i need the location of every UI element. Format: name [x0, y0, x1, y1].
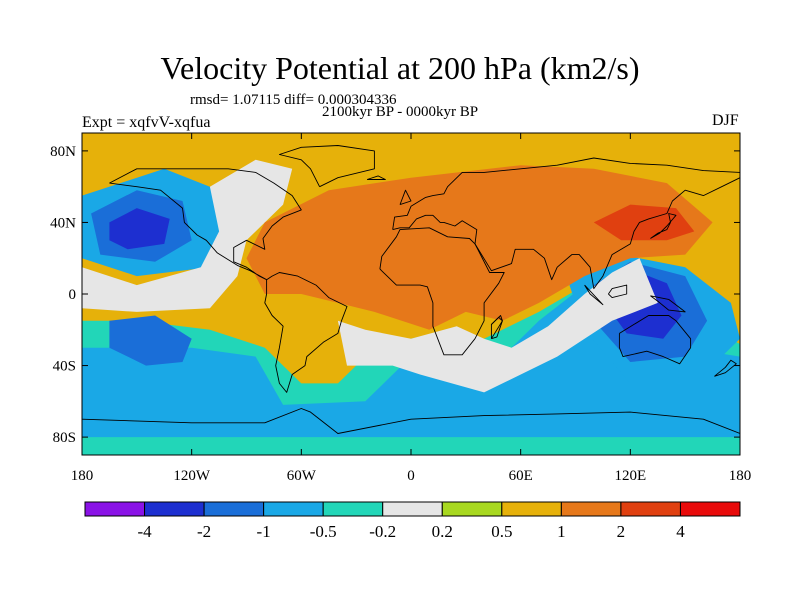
colorbar-label: -4	[137, 522, 152, 541]
lon-tick-label: 0	[407, 468, 415, 484]
experiment-label: Expt = xqfvV-xqfua	[82, 114, 211, 131]
colorbar-swatch	[441, 501, 503, 517]
colorbar-label: -0.2	[369, 522, 396, 541]
coastline	[399, 189, 412, 206]
lat-tick-label: 80S	[53, 430, 76, 446]
coastline	[490, 315, 503, 339]
colorbar-swatch	[203, 501, 265, 517]
colorbar-label: 2	[617, 522, 626, 541]
velocity-potential-field	[82, 133, 740, 455]
contour-region	[246, 165, 713, 330]
colorbar-swatch	[620, 501, 681, 517]
lon-tick-label: 120E	[614, 468, 646, 484]
contour-region	[337, 258, 658, 393]
coastline	[278, 145, 375, 188]
colorbar-label: 0.5	[491, 522, 512, 541]
lon-tick-label: 180	[71, 468, 94, 484]
coastline	[379, 227, 505, 356]
colorbar-label: 0.2	[432, 522, 453, 541]
coastlines	[82, 145, 740, 434]
coastline	[650, 295, 686, 313]
colorbar-swatch	[679, 501, 741, 517]
period-label: 2100kyr BP - 0000kyr BP	[322, 104, 479, 120]
colorbar-swatch	[263, 501, 324, 517]
coastline	[392, 157, 740, 290]
colorbar-swatch	[501, 501, 562, 517]
lon-tick-label: 180	[729, 468, 752, 484]
stats-label: rmsd= 1.07115 diff= 0.000304336	[190, 92, 397, 108]
colorbar-swatch	[84, 501, 146, 517]
lat-tick-label: 80N	[50, 144, 76, 160]
coastline	[491, 316, 503, 340]
colorbar-label: 4	[676, 522, 685, 541]
contour-region	[109, 315, 192, 366]
colorbar: -4 -2 -1 -0.5 -0.2 0.2 0.5 1 2 4	[84, 501, 741, 541]
colorbar-swatch	[560, 501, 622, 517]
coastline	[264, 272, 348, 393]
colorbar-swatch	[322, 501, 384, 517]
colorbar-label: 1	[557, 522, 566, 541]
coastline	[366, 175, 386, 180]
coastline	[714, 359, 737, 377]
contour-region	[82, 159, 293, 312]
season-label: DJF	[712, 112, 739, 129]
lat-tick-label: 0	[69, 287, 77, 303]
coastline	[618, 315, 692, 365]
coastline	[109, 168, 302, 281]
lat-tick-label: 40N	[50, 215, 76, 231]
colorbar-swatch	[382, 501, 443, 517]
coastline	[82, 408, 740, 434]
map-axes: 80N 40N 0 40S 80S 180 120W 60W 0 60E 120E 180	[50, 133, 751, 484]
lon-tick-label: 60E	[509, 468, 533, 484]
coastline	[608, 284, 628, 299]
colorbar-label: -2	[197, 522, 211, 541]
lon-tick-label: 120W	[173, 468, 211, 484]
coastline	[584, 284, 604, 306]
contour-region	[109, 208, 170, 250]
colorbar-swatch	[144, 501, 205, 517]
colorbar-label: -0.5	[310, 522, 337, 541]
map-title: Velocity Potential at 200 hPa (km2/s)	[160, 50, 640, 86]
lon-tick-label: 60W	[287, 468, 317, 484]
colorbar-label: -1	[257, 522, 271, 541]
lat-tick-label: 40S	[53, 359, 76, 375]
coastline	[650, 213, 677, 239]
